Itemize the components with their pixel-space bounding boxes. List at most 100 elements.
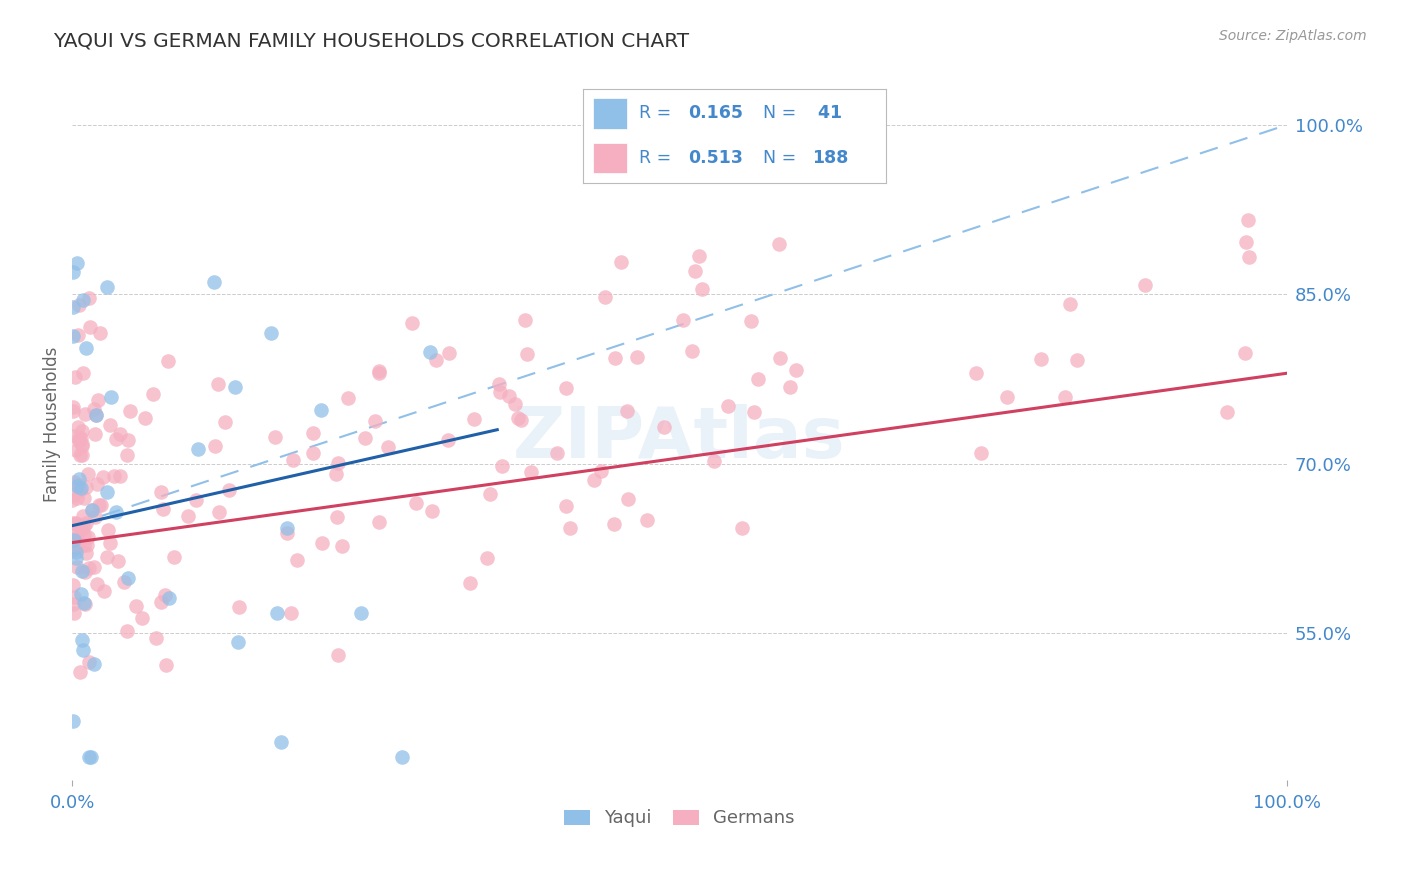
Point	[65, 544, 87, 558]
Point	[617, 491, 640, 506]
Point	[153, 588, 176, 602]
Text: ZIPAtlas: ZIPAtlas	[513, 404, 845, 473]
Point	[204, 439, 226, 453]
Point	[97, 523, 120, 537]
Point	[67, 472, 90, 486]
Point	[311, 535, 333, 549]
Point	[401, 316, 423, 330]
Point	[83, 401, 105, 416]
Point	[63, 540, 86, 554]
Point	[105, 432, 128, 446]
Point	[458, 575, 481, 590]
Point	[328, 648, 350, 663]
Point	[208, 505, 231, 519]
Point	[688, 249, 710, 263]
Text: 41: 41	[811, 104, 842, 122]
Point	[488, 385, 510, 400]
Point	[301, 426, 323, 441]
Point	[70, 439, 93, 453]
Point	[1237, 250, 1260, 264]
Point	[328, 456, 350, 470]
Point	[70, 431, 93, 445]
Point	[769, 351, 792, 366]
Point	[157, 354, 180, 368]
Point	[226, 635, 249, 649]
Point	[747, 372, 769, 386]
Point	[104, 505, 127, 519]
Point	[66, 533, 89, 547]
Point	[72, 632, 94, 647]
Point	[479, 487, 502, 501]
Point	[368, 364, 391, 378]
Point	[363, 414, 385, 428]
Text: YAQUI VS GERMAN FAMILY HOUSEHOLDS CORRELATION CHART: YAQUI VS GERMAN FAMILY HOUSEHOLDS CORREL…	[53, 31, 689, 50]
Point	[516, 347, 538, 361]
Point	[117, 433, 139, 447]
Point	[367, 515, 389, 529]
Point	[84, 408, 107, 422]
Point	[420, 503, 443, 517]
Point	[264, 430, 287, 444]
Point	[96, 280, 118, 294]
Bar	[592, 143, 627, 173]
Point	[141, 387, 163, 401]
Point	[779, 380, 801, 394]
Point	[503, 397, 526, 411]
Point	[117, 571, 139, 585]
Point	[96, 549, 118, 564]
Point	[1234, 235, 1257, 250]
Point	[152, 502, 174, 516]
Point	[69, 448, 91, 462]
Point	[75, 597, 97, 611]
Point	[66, 419, 89, 434]
Point	[1237, 212, 1260, 227]
Point	[66, 491, 89, 505]
Point	[73, 538, 96, 552]
Point	[115, 448, 138, 462]
Point	[66, 256, 89, 270]
Point	[77, 467, 100, 481]
Point	[683, 263, 706, 277]
Point	[75, 546, 97, 560]
Point	[349, 606, 371, 620]
Point	[184, 493, 207, 508]
Point	[76, 530, 98, 544]
Point	[1059, 297, 1081, 311]
Point	[283, 453, 305, 467]
Point	[325, 467, 347, 482]
Point	[83, 657, 105, 671]
Point	[62, 264, 84, 278]
Point	[336, 391, 359, 405]
Point	[70, 424, 93, 438]
Text: N =: N =	[763, 149, 801, 167]
Point	[77, 561, 100, 575]
Point	[75, 407, 97, 421]
Point	[605, 351, 627, 365]
Point	[62, 475, 84, 489]
Point	[70, 436, 93, 450]
Point	[62, 300, 84, 314]
Point	[717, 399, 740, 413]
Point	[72, 509, 94, 524]
Point	[65, 551, 87, 566]
Point	[110, 468, 132, 483]
Point	[62, 578, 84, 592]
Point	[90, 498, 112, 512]
Point	[72, 564, 94, 578]
Point	[73, 527, 96, 541]
Point	[155, 658, 177, 673]
Point	[63, 606, 86, 620]
Point	[83, 559, 105, 574]
Text: R =: R =	[640, 104, 678, 122]
Point	[87, 498, 110, 512]
Point	[115, 624, 138, 638]
Point	[681, 344, 703, 359]
Point	[1133, 278, 1156, 293]
Point	[75, 342, 97, 356]
Point	[108, 426, 131, 441]
Point	[114, 574, 136, 589]
Point	[437, 346, 460, 360]
Point	[118, 404, 141, 418]
Point	[593, 290, 616, 304]
Point	[77, 655, 100, 669]
